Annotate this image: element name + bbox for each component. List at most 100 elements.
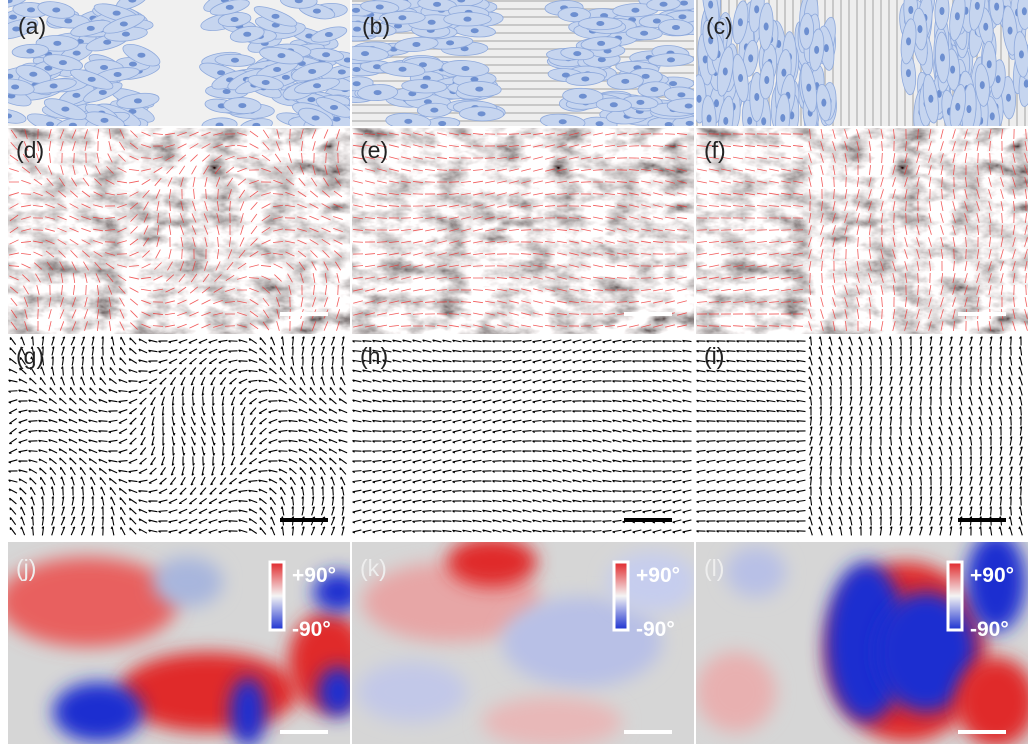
- nucleus: [471, 28, 479, 33]
- orientation-dash: [605, 290, 615, 291]
- nucleus: [669, 81, 677, 86]
- nucleus: [243, 32, 251, 37]
- nucleus: [273, 67, 281, 72]
- panel-label: (l): [704, 555, 724, 581]
- nucleus: [821, 99, 826, 107]
- nucleus: [27, 7, 35, 12]
- nucleus: [46, 122, 54, 127]
- panel-label: (e): [360, 137, 388, 163]
- nucleus: [685, 103, 693, 108]
- nucleus: [353, 67, 361, 72]
- nucleus: [738, 74, 743, 82]
- nucleus: [996, 75, 1001, 83]
- nucleus: [101, 118, 109, 123]
- orientation-dash: [665, 242, 675, 243]
- nucleus: [4, 114, 12, 119]
- nucleus: [438, 121, 446, 126]
- nucleus: [579, 94, 587, 99]
- nucleus: [940, 54, 945, 62]
- nucleus: [325, 32, 333, 37]
- orientation-dash: [834, 177, 835, 187]
- nucleus: [428, 20, 436, 25]
- nucleus: [52, 7, 60, 12]
- nucleus: [231, 58, 239, 63]
- nucleus: [908, 6, 913, 14]
- orientation-dash: [966, 249, 967, 259]
- orientation-domain: [726, 547, 786, 597]
- panel: +90°-90°(l): [696, 532, 1028, 744]
- orientation-domain: [357, 662, 467, 722]
- nucleus: [330, 105, 338, 110]
- nucleus: [353, 27, 361, 32]
- orientation-domain: [53, 682, 143, 742]
- orientation-dash: [21, 194, 31, 195]
- orientation-dash: [605, 182, 615, 183]
- nucleus: [653, 19, 661, 24]
- nucleus: [53, 41, 61, 46]
- colorbar-min-label: -90°: [970, 618, 1009, 641]
- orientation-dash: [894, 213, 895, 223]
- nucleus: [307, 97, 315, 102]
- nucleus: [672, 25, 680, 30]
- nucleus: [216, 123, 224, 128]
- panel: (d): [8, 128, 350, 334]
- nucleus: [113, 11, 121, 16]
- nucleus: [747, 117, 752, 125]
- nucleus: [677, 92, 685, 97]
- background: [696, 336, 1028, 540]
- nucleus: [72, 93, 80, 98]
- nucleus: [764, 23, 769, 31]
- nucleus: [994, 3, 999, 11]
- orientation-dash: [641, 278, 651, 279]
- nucleus: [598, 57, 606, 62]
- panel: (i): [696, 336, 1028, 540]
- nucleus: [134, 98, 142, 103]
- nucleus: [376, 4, 384, 9]
- nucleus: [990, 112, 995, 120]
- colorbar: [270, 562, 284, 630]
- figure: (a)(d)(g)+90°-90°(j)(b)(e)(h)+90°-90°(k)…: [0, 0, 1028, 744]
- nucleus: [312, 116, 320, 121]
- nucleus: [761, 117, 766, 125]
- nucleus: [29, 72, 37, 77]
- nucleus: [955, 103, 960, 111]
- colorbar-min-label: -90°: [636, 618, 675, 641]
- panel-label: (g): [16, 343, 44, 369]
- nucleus: [754, 5, 759, 13]
- nucleus: [412, 42, 420, 47]
- nucleus: [686, 121, 694, 126]
- nucleus: [814, 46, 819, 54]
- nucleus: [581, 76, 589, 81]
- panel-label: (b): [362, 13, 390, 39]
- nucleus: [463, 17, 471, 22]
- nucleus: [262, 80, 270, 85]
- nucleus: [559, 119, 567, 124]
- nucleus: [640, 31, 648, 36]
- orientation-dash: [709, 230, 719, 231]
- background: [8, 336, 350, 540]
- orientation-domain: [230, 677, 266, 744]
- orientation-dash: [545, 230, 555, 231]
- nucleus: [738, 18, 743, 26]
- nucleus: [975, 2, 980, 10]
- nucleus: [398, 15, 406, 20]
- colorbar-min-label: -90°: [292, 618, 331, 641]
- nucleus: [780, 114, 785, 122]
- orientation-dash: [757, 230, 767, 231]
- nucleus: [804, 27, 809, 35]
- colorbar: [614, 562, 628, 630]
- panel-label: (a): [18, 13, 46, 39]
- orientation-dash: [721, 230, 731, 231]
- nucleus: [11, 85, 19, 90]
- nucleus: [103, 40, 111, 45]
- orientation-dash: [781, 230, 791, 231]
- panel-label: (f): [704, 137, 726, 163]
- orientation-dash: [733, 230, 743, 231]
- orientation-dash: [822, 273, 823, 283]
- nucleus: [129, 62, 137, 67]
- nucleus: [906, 37, 911, 45]
- nucleus: [353, 81, 361, 86]
- orientation-dash: [882, 309, 883, 319]
- nucleus: [61, 107, 69, 112]
- orientation-dash: [182, 249, 183, 259]
